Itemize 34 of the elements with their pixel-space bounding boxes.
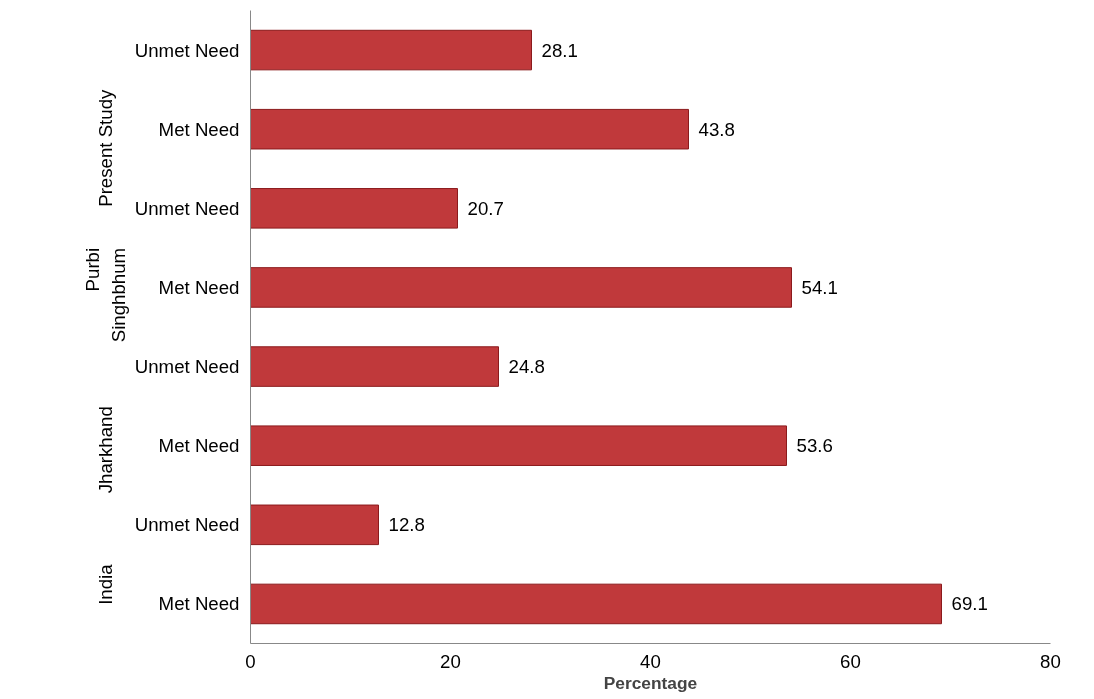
data-label: 12.8 — [388, 514, 425, 536]
data-label: 43.8 — [698, 118, 735, 140]
bar — [250, 346, 499, 387]
y-tick-label: Met Need — [158, 276, 240, 298]
text: India — [95, 563, 116, 605]
x-tick-label: 40 — [640, 650, 661, 672]
y-tick-label: Unmet Need — [134, 514, 240, 536]
data-label: 20.7 — [467, 197, 504, 219]
y-tick-label: Met Need — [158, 435, 240, 457]
bar — [250, 188, 458, 229]
x-axis-title: Percentage — [603, 672, 698, 693]
x-tick-label: 80 — [1040, 650, 1061, 672]
data-label: 24.8 — [508, 356, 545, 378]
data-label: 53.6 — [796, 435, 833, 457]
bar — [250, 504, 379, 546]
y-tick-label: Unmet Need — [134, 197, 240, 219]
x-tick-label: 0 — [245, 650, 256, 672]
y-tick-label: Met Need — [158, 593, 240, 615]
data-label: 28.1 — [541, 39, 578, 61]
bar — [250, 29, 532, 71]
y-tick-label: Met Need — [158, 118, 240, 140]
bar — [250, 583, 942, 625]
bar — [250, 108, 689, 150]
y-tick-label: Unmet Need — [134, 39, 240, 61]
data-label: 69.1 — [951, 593, 988, 615]
bar — [250, 267, 792, 308]
y-tick-label: Unmet Need — [134, 356, 240, 378]
bar — [250, 425, 787, 466]
text: Present Study — [95, 88, 116, 207]
x-tick-label: 60 — [840, 650, 861, 672]
x-tick-label: 20 — [440, 650, 461, 672]
text: Jharkhand — [95, 406, 116, 494]
text: Purbi Singhbhum — [82, 247, 129, 343]
data-label: 54.1 — [801, 276, 838, 298]
